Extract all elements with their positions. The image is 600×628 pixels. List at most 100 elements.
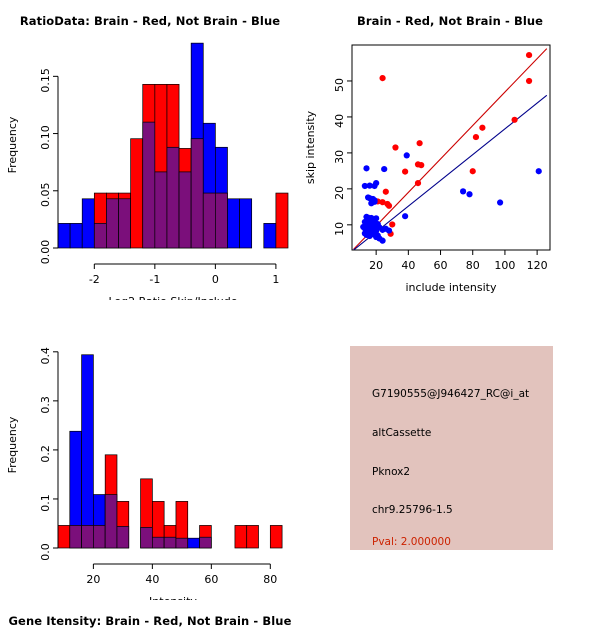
x-axis-title: Log2 Ratio Skip/Include (108, 295, 237, 300)
x-tick-label: 60 (204, 573, 218, 586)
x-tick-label: -2 (89, 273, 100, 286)
scatter-point (382, 188, 389, 195)
gene-info-box: G7190555@J946427_RC@i_at altCassette Pkn… (350, 346, 553, 550)
scatter-point (414, 180, 422, 187)
scatter-point (360, 223, 367, 231)
intensity-scatter-svg: 10 20 30 40 50 20 40 60 80 100 120 include intensit… (304, 44, 551, 294)
y-tick-label: 0.4 (39, 347, 52, 365)
x-tick-label: 60 (434, 259, 448, 272)
gene-panel-title: Gene Itensity: Brain - Red, Not Brain - … (8, 614, 292, 628)
scatter-point (374, 232, 381, 239)
scatter-point (466, 191, 473, 198)
y-tick-label: 30 (333, 150, 346, 164)
scatter-point (385, 202, 393, 209)
histogram-bar-overlap (152, 536, 165, 549)
regression-line (353, 48, 548, 250)
histogram-bar-overlap (69, 525, 82, 549)
x-tick-label: 40 (401, 259, 415, 272)
x-tick-label: 80 (466, 259, 480, 272)
y-tick-label: 0.1 (39, 494, 52, 512)
histogram-bar-overlap (175, 537, 189, 549)
pval-label: Pval: 2.000000 (372, 536, 451, 548)
histogram-bar-overlap (93, 525, 106, 549)
histogram-bar-overlap (166, 146, 180, 249)
event-type-label: altCassette (372, 427, 432, 439)
y-axis-title: Frequency (6, 116, 19, 173)
ratio-histogram-svg: 0.00 0.05 0.10 0.15 -2 -1 0 1 Log2 Ratio Skip/In… (6, 42, 289, 300)
scatter-point (479, 124, 486, 131)
histogram-bar-overlap (202, 192, 216, 249)
y-axis-title: Frequency (6, 416, 19, 473)
scatter-point (389, 221, 396, 228)
histogram-bar-overlap (215, 192, 228, 249)
scatter-point (402, 168, 409, 175)
scatter-point (363, 165, 370, 172)
scatter-points-group (353, 48, 548, 250)
scatter-point (403, 152, 410, 159)
y-tick-label: 0.3 (39, 396, 52, 414)
x-tick-label: 20 (86, 573, 100, 586)
x-tick-label: 100 (494, 259, 515, 272)
histogram-bar (246, 525, 259, 549)
scatter-point (416, 140, 423, 147)
scatter-point (361, 230, 368, 237)
histogram-bar (81, 198, 95, 249)
y-tick-label: 0.15 (39, 68, 52, 93)
histogram-bar (57, 525, 71, 549)
locus-label: chr9.25796-1.5 (372, 504, 453, 516)
scatter-point (472, 133, 480, 141)
scatter-plot-area: 10 20 30 40 50 20 40 60 80 100 120 include intensit… (304, 44, 551, 294)
scatter-point (366, 182, 373, 189)
y-tick-label: 50 (333, 78, 346, 92)
histogram-bar (57, 223, 71, 249)
y-tick-label: 20 (333, 186, 346, 200)
scatter-point (511, 116, 518, 123)
gene-symbol-label: Pknox2 (372, 466, 411, 478)
scatter-point (535, 168, 542, 175)
histogram-bar-overlap (118, 198, 131, 249)
histogram-bar-overlap (199, 536, 212, 549)
histogram-bar (187, 537, 200, 549)
scatter-point (379, 199, 386, 206)
histogram-bar-overlap (81, 525, 94, 549)
panel-gene-intensity-histogram: Gene Itensity: Brain - Red, Not Brain - … (0, 300, 300, 628)
scatter-point (373, 215, 380, 222)
scatter-point (371, 197, 378, 204)
y-tick-label: 10 (333, 222, 346, 236)
y-tick-label: 0.05 (39, 183, 52, 208)
histogram-bar (275, 192, 289, 249)
panel-gene-info: G7190555@J946427_RC@i_at altCassette Pkn… (300, 300, 600, 600)
ratio-plot-area: 0.00 0.05 0.10 0.15 -2 -1 0 1 Log2 Ratio Skip/In… (6, 42, 289, 300)
scatter-point (371, 182, 378, 190)
x-tick-label: 120 (527, 259, 548, 272)
scatter-point (469, 168, 476, 175)
y-tick-label: 0.2 (39, 445, 52, 463)
x-tick-label: 20 (369, 259, 383, 272)
histogram-bar-overlap (178, 171, 192, 249)
y-axis-title: skip intensity (304, 110, 317, 184)
scatter-point (379, 74, 386, 82)
scatter-panel-title: Brain - Red, Not Brain - Blue (356, 14, 544, 28)
histogram-bar-overlap (142, 121, 156, 249)
histogram-bar (227, 198, 240, 249)
y-tick-label: 0.00 (39, 240, 52, 265)
histogram-bar (130, 138, 144, 249)
x-axis-title: Intensity (149, 595, 197, 600)
scatter-point (459, 188, 467, 195)
x-tick-label: 80 (263, 573, 277, 586)
histogram-bar (81, 354, 94, 549)
gene-plot-area: 0.0 0.1 0.2 0.3 0.4 20 40 60 80 Intensity Frequenc… (6, 347, 283, 600)
scatter-point (361, 182, 368, 190)
scatter-point (525, 77, 533, 85)
plot-frame (351, 44, 551, 251)
scatter-point (402, 213, 409, 220)
panel-ratio-histogram: RatioData: Brain - Red, Not Brain - Blue… (0, 0, 300, 300)
scatter-point (414, 161, 422, 168)
histogram-bar-overlap (190, 138, 204, 249)
histogram-bar-overlap (140, 527, 153, 549)
histogram-bar (263, 223, 277, 249)
x-tick-label: 0 (212, 273, 219, 286)
histogram-bar-overlap (116, 526, 130, 549)
histogram-bar-overlap (163, 536, 177, 549)
